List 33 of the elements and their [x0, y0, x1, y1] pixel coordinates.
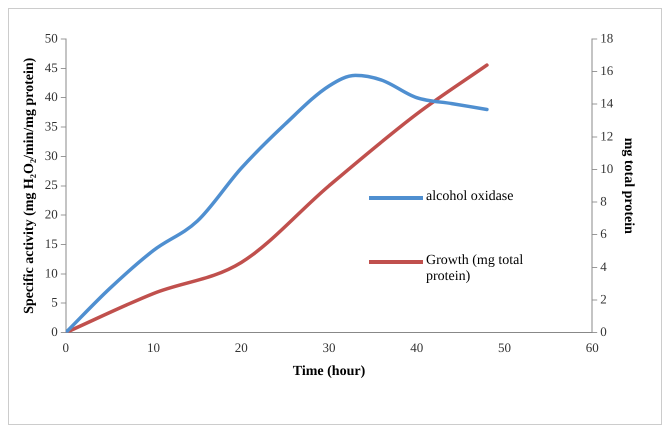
- y2-tick-label: 2: [600, 291, 607, 306]
- y-tick-label: 35: [44, 118, 58, 134]
- x-tick-label: 20: [234, 340, 248, 355]
- y-tick-label: 45: [44, 60, 58, 75]
- y2-tick-label: 18: [600, 30, 614, 46]
- x-tick-label: 30: [322, 340, 336, 355]
- x-tick-label: 10: [147, 340, 160, 355]
- y-tick-label: 0: [51, 324, 58, 340]
- y-tick-label: 5: [51, 294, 58, 310]
- y2-axis-title: mg total protein: [620, 138, 636, 234]
- y-tick-label: 20: [44, 206, 58, 222]
- x-tick-label: 40: [410, 340, 424, 355]
- x-tick-label: 60: [586, 340, 599, 355]
- y2-tick-label: 14: [600, 96, 614, 111]
- y2-tick-label: 8: [600, 194, 607, 209]
- y-tick-label: 25: [44, 177, 58, 192]
- y-tick-label: 30: [44, 148, 58, 163]
- y2-tick-label: 6: [600, 226, 608, 242]
- x-tick-label: 50: [498, 340, 511, 355]
- legend-label: Growth (mg total protein): [426, 253, 524, 285]
- y2-tick-label: 12: [600, 128, 614, 144]
- legend-label: alcohol oxidase: [426, 189, 514, 205]
- y-tick-label: 15: [44, 236, 58, 251]
- y2-tick-label: 16: [600, 63, 614, 78]
- y-axis-title: Specific activity (mg H₂O₂/min/mg protein): [22, 57, 38, 314]
- y2-tick-label: 10: [600, 160, 614, 176]
- x-tick-label: 0: [62, 340, 70, 355]
- y-tick-label: 40: [44, 89, 58, 104]
- y2-tick-label: 4: [600, 258, 608, 274]
- x-axis-title: Time (hour): [292, 364, 366, 380]
- y2-tick-label: 0: [600, 324, 607, 340]
- y-tick-label: 50: [44, 30, 58, 46]
- y-tick-label: 10: [44, 265, 58, 280]
